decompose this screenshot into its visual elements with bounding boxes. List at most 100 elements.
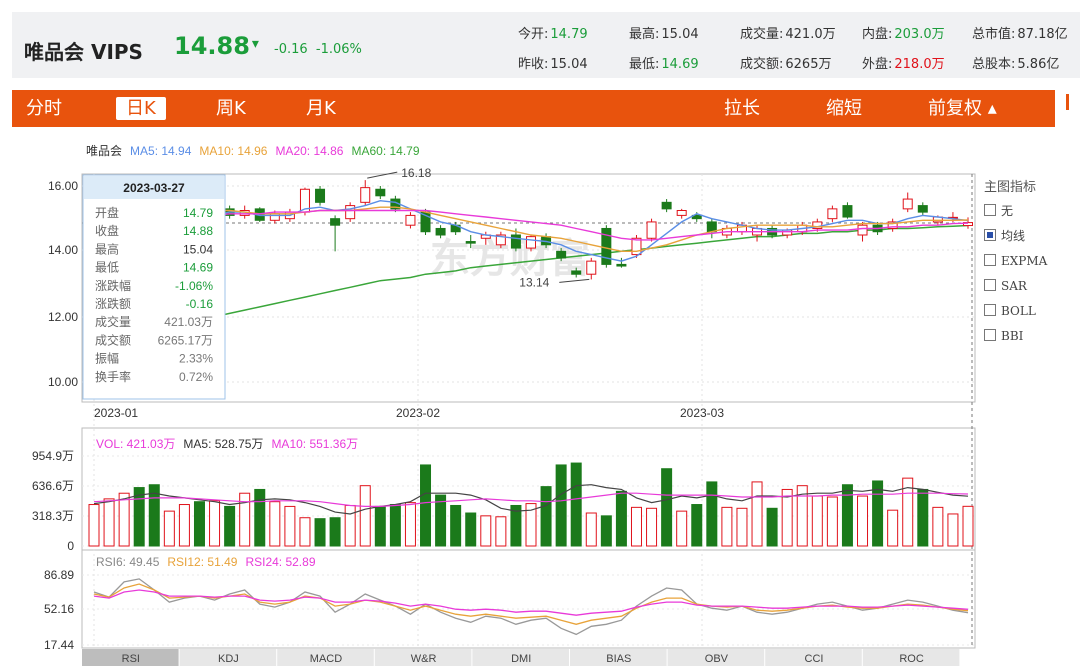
tooltip-value: 2.33% <box>179 352 213 366</box>
price-tick-label: 16.00 <box>48 179 78 193</box>
candle-body <box>405 214 416 226</box>
volume-bar <box>480 515 492 547</box>
ma-lines <box>93 199 969 262</box>
indicator-tab-w&r[interactable] <box>374 649 472 666</box>
indicator-tab-rsi[interactable] <box>82 649 179 666</box>
candle-body <box>887 221 898 229</box>
panel-frame-0 <box>81 173 976 403</box>
candle-body <box>857 224 868 236</box>
ma-legend-item-3: MA60: 14.79 <box>351 144 419 158</box>
volume-bar <box>465 512 477 547</box>
indicator-option-3[interactable]: SAR <box>984 274 1047 299</box>
stat-value: 5.86亿 <box>1017 57 1060 72</box>
candle-body <box>435 227 446 236</box>
volume-bar <box>284 505 296 547</box>
ma-legend-name: 唯品会 <box>86 144 122 158</box>
indicator-tab-obv[interactable] <box>667 649 765 666</box>
candle-body <box>586 260 597 275</box>
tooltip-value: -0.16 <box>186 297 214 311</box>
checkbox-icon[interactable] <box>984 204 996 216</box>
main-indicator-panel: 主图指标 无均线 EXPMA SAR BOLL BBI <box>984 176 1047 349</box>
stat-value: 218.0万 <box>894 57 945 72</box>
price-tick-label: 12.00 <box>48 310 78 324</box>
indicator-tab-label: ROC <box>899 653 924 665</box>
volume-legend-item-0: VOL: 421.03万 <box>96 437 175 451</box>
indicator-tab-bias[interactable] <box>570 649 667 666</box>
volume-bar <box>209 500 221 547</box>
volume-bar <box>872 480 884 547</box>
indicator-option-label: BOLL <box>1001 304 1036 318</box>
ohlc-tooltip: 2023-03-27 开盘 14.79 收盘 14.88 最高 15.04 最低 14.69 涨跌… <box>82 174 226 400</box>
rsi-tick-label: 86.89 <box>44 568 74 582</box>
volume-bar <box>841 484 853 547</box>
volume-bar <box>630 506 642 547</box>
volume-bar <box>118 492 130 547</box>
volume-bar <box>676 510 688 547</box>
indicator-tab-kdj[interactable] <box>179 649 277 666</box>
candle-body <box>661 201 672 210</box>
stat-label: 昨收: <box>518 57 549 72</box>
checkbox-icon[interactable] <box>984 329 996 341</box>
checkbox-icon[interactable] <box>984 304 996 316</box>
checkbox-icon[interactable] <box>984 229 996 241</box>
indicator-option-label: 无 <box>1001 204 1014 218</box>
price-change: -0.16 -1.06% <box>274 42 362 57</box>
stretch-button[interactable]: 拉长 <box>724 98 760 119</box>
indicator-tab-roc[interactable] <box>862 649 960 666</box>
volume-bar <box>917 488 929 547</box>
indicator-tab-label: OBV <box>705 653 729 665</box>
tooltip-value: 14.69 <box>183 261 213 275</box>
tab-monthly-k[interactable]: 月K <box>306 98 336 119</box>
volume-bar <box>766 507 778 547</box>
checkbox-icon[interactable] <box>984 254 996 266</box>
volume-bar <box>389 504 401 547</box>
volume-bar <box>902 477 914 547</box>
adjust-forward-dropdown[interactable]: 前复权 ▴ <box>928 98 997 119</box>
volume-bar <box>857 495 869 547</box>
volume-bar <box>314 518 326 547</box>
indicator-option-1[interactable]: 均线 <box>984 224 1047 249</box>
stat-4: 总市值: 87.18亿 <box>972 23 1068 42</box>
indicator-tab-cci[interactable] <box>765 649 862 666</box>
stat-6: 最低: 14.69 <box>629 53 699 72</box>
candle-body <box>510 234 521 249</box>
candle-body <box>676 210 687 216</box>
indicator-tab-dmi[interactable] <box>472 649 569 666</box>
volume-bar <box>359 485 371 547</box>
volume-legend: VOL: 421.03万 MA5: 528.75万 MA10: 551.36万 <box>96 437 358 451</box>
volume-bar <box>163 510 175 547</box>
stat-label: 总市值: <box>972 27 1016 42</box>
ma-legend-item-2: MA20: 14.86 <box>275 144 343 158</box>
stat-value: 14.79 <box>550 27 588 42</box>
tab-daily-k[interactable]: 日K <box>116 90 166 127</box>
down-arrow-icon: ▾ <box>251 36 259 52</box>
indicator-option-0[interactable]: 无 <box>984 199 1047 224</box>
tooltip-value: 0.72% <box>179 370 213 384</box>
stock-name: 唯品会 VIPS <box>24 40 143 64</box>
tab-intraday[interactable]: 分时 <box>26 98 62 119</box>
volume-bar <box>495 516 507 547</box>
rsi-legend: RSI6: 49.45 RSI12: 51.49 RSI24: 52.89 <box>96 555 316 569</box>
shrink-button[interactable]: 缩短 <box>826 98 862 119</box>
indicator-tab-macd[interactable] <box>277 649 374 666</box>
tooltip-label: 涨跌幅 <box>95 278 131 293</box>
indicator-option-5[interactable]: BBI <box>984 324 1047 349</box>
stat-label: 外盘: <box>862 57 893 72</box>
tooltip-label: 换手率 <box>95 369 131 384</box>
tab-weekly-k[interactable]: 周K <box>216 98 246 119</box>
candle-body <box>345 205 356 220</box>
indicator-option-4[interactable]: BOLL <box>984 299 1047 324</box>
tooltip-header <box>84 176 224 199</box>
volume-bar <box>525 503 537 547</box>
candle-body <box>842 205 853 218</box>
chart-tab-bar: 分时 日K 周K 月K 拉长 缩短 前复权 ▴ <box>12 90 1055 127</box>
volume-bar <box>811 495 823 547</box>
stat-value: 87.18亿 <box>1017 27 1068 42</box>
indicator-tab-label: W&R <box>411 653 437 665</box>
checkbox-icon[interactable] <box>984 279 996 291</box>
ma10-polyline <box>93 206 969 253</box>
watermark-text: 东方财富 <box>430 237 590 281</box>
rsi24-line <box>93 589 969 616</box>
indicator-option-2[interactable]: EXPMA <box>984 249 1047 274</box>
